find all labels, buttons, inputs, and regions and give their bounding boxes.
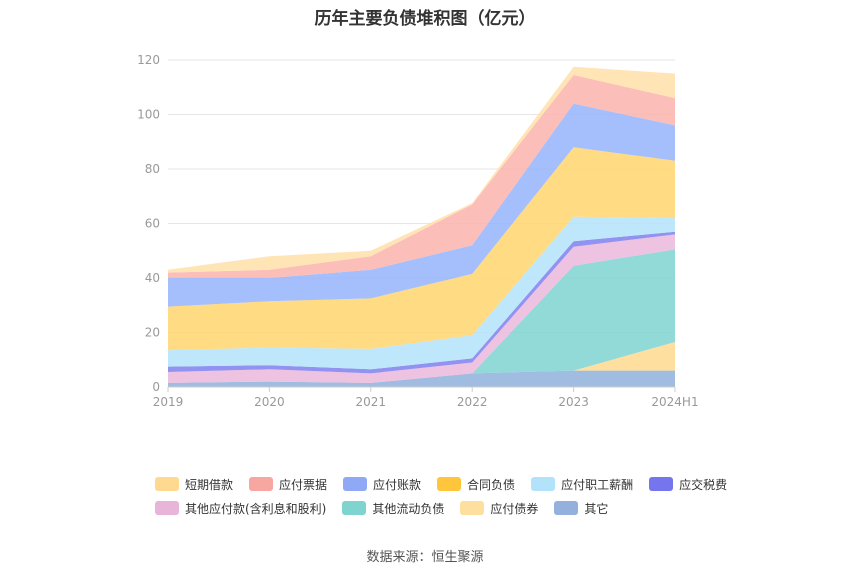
legend-item[interactable]: 短期借款: [155, 476, 233, 493]
legend-swatch: [155, 501, 179, 515]
y-tick-label: 40: [145, 271, 160, 285]
area-应付账款: [168, 103, 675, 307]
legend-label: 应付票据: [279, 477, 328, 492]
y-tick-label: 100: [137, 108, 160, 122]
legend-label: 短期借款: [185, 477, 234, 492]
y-tick-label: 80: [145, 162, 160, 176]
legend-swatch: [531, 477, 556, 491]
y-tick-label: 60: [145, 217, 160, 231]
legend-item[interactable]: 其他应付款(含利息和股利): [155, 500, 326, 517]
data-source: 数据来源：恒生聚源: [366, 550, 484, 565]
legend-item[interactable]: 其他流动负债: [342, 500, 444, 517]
legend-swatch: [554, 501, 579, 515]
legend-label: 应付债券: [490, 501, 539, 516]
legend-item[interactable]: 合同负债: [437, 476, 515, 493]
legend-label: 应交税费: [679, 477, 728, 492]
legend-swatch: [155, 477, 179, 491]
area-应付票据: [168, 75, 675, 278]
x-tick-label: 2019: [153, 395, 184, 409]
legend-item[interactable]: 应付职工薪酬: [531, 476, 633, 493]
legend-label: 其他流动负债: [372, 501, 445, 516]
area-合同负债: [168, 147, 675, 351]
chart-legend: 短期借款 应付票据 应付账款 合同负债 应付职工薪酬 应交税费 其他应付款(含利息和股利)…: [155, 472, 727, 520]
legend-item[interactable]: 应交税费: [649, 476, 727, 493]
y-tick-label: 20: [145, 326, 160, 340]
chart-title: 历年主要负债堆积图（亿元）: [314, 9, 536, 29]
legend-swatch: [343, 477, 368, 491]
legend-label: 应付账款: [373, 477, 422, 492]
area-其他应付款(含利息和股利): [168, 234, 675, 383]
x-tick-label: 2023: [558, 395, 589, 409]
x-tick-label: 2020: [254, 395, 285, 409]
legend-swatch: [437, 477, 462, 491]
legend-item[interactable]: 应付票据: [249, 476, 327, 493]
legend-row: 短期借款 应付票据 应付账款 合同负债 应付职工薪酬 应交税费: [155, 472, 727, 496]
legend-label: 其它: [584, 501, 609, 516]
legend-swatch: [460, 501, 485, 515]
legend-item[interactable]: 应付账款: [343, 476, 421, 493]
x-tick-label: 2022: [457, 395, 488, 409]
stacked-area-chart: 0 20 40 60 80 100 120 2019 2020 2021 2022 2023 2024H…: [137, 53, 699, 409]
x-tick-label: 2021: [356, 395, 387, 409]
x-tick-label: 2024H1: [651, 395, 698, 409]
y-tick-label: 0: [152, 380, 160, 394]
legend-label: 其他应付款(含利息和股利): [185, 501, 327, 516]
legend-item[interactable]: 其它: [554, 500, 608, 517]
legend-label: 应付职工薪酬: [561, 477, 634, 492]
legend-swatch: [649, 477, 674, 491]
area-其他流动负债: [168, 249, 675, 383]
legend-swatch: [342, 501, 367, 515]
area-应付职工薪酬: [168, 216, 675, 370]
legend-swatch: [249, 477, 274, 491]
legend-label: 合同负债: [467, 477, 516, 492]
y-tick-label: 120: [137, 53, 160, 67]
legend-row: 其他应付款(含利息和股利) 其他流动负债 应付债券 其它: [155, 496, 715, 520]
legend-item[interactable]: 应付债券: [460, 500, 538, 517]
area-其它: [168, 370, 675, 387]
